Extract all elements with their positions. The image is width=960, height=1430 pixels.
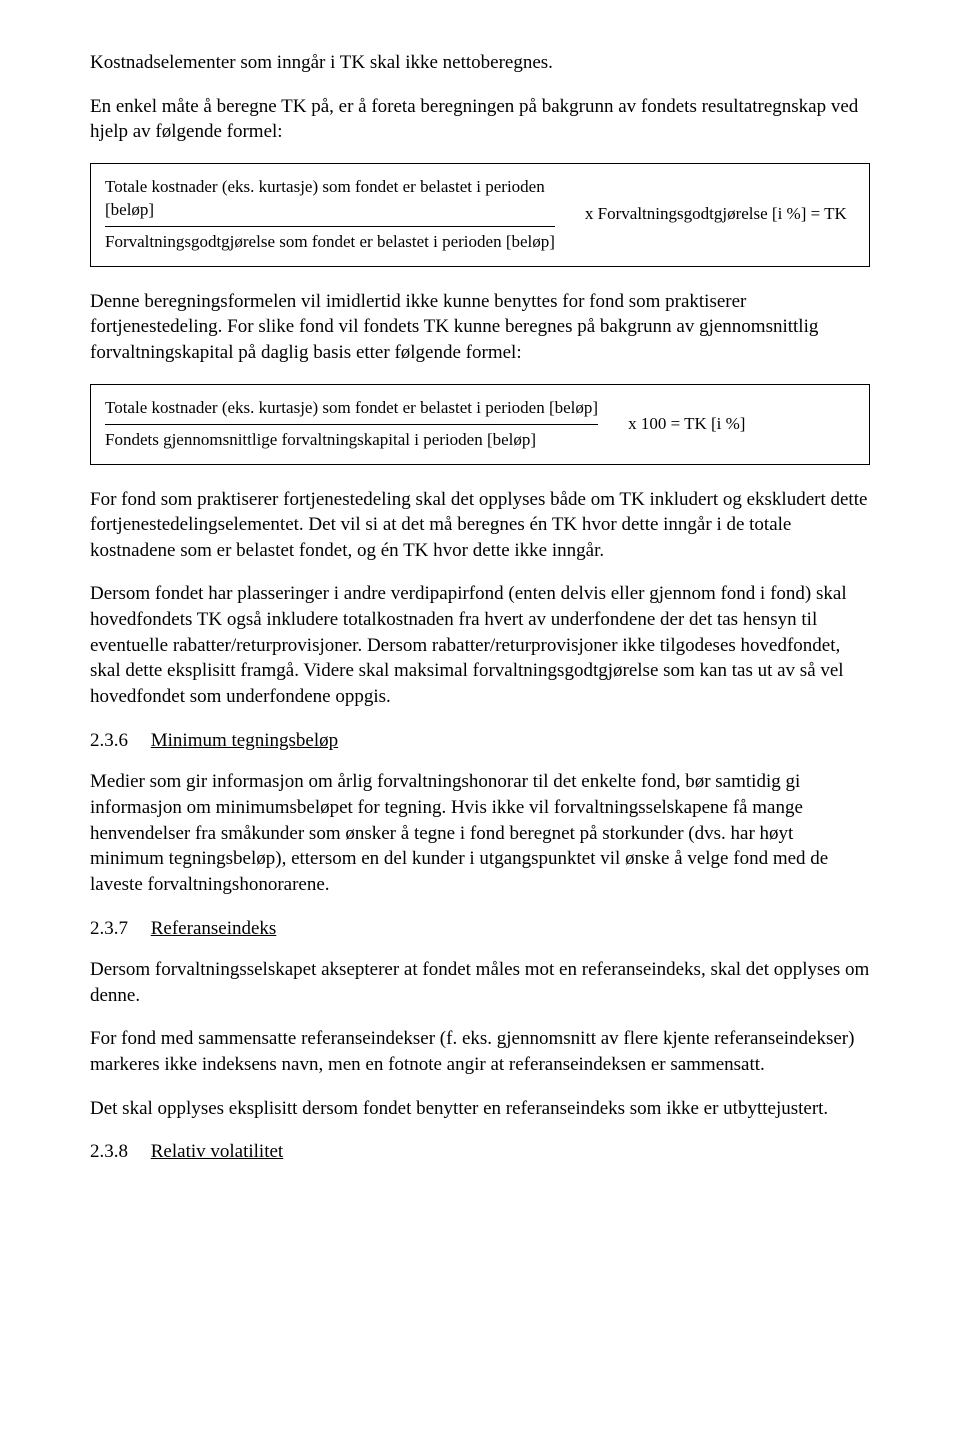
paragraph: Dersom fondet har plasseringer i andre v… bbox=[90, 581, 870, 709]
fraction: Totale kostnader (eks. kurtasje) som fon… bbox=[105, 395, 598, 454]
paragraph: Kostnadselementer som inngår i TK skal i… bbox=[90, 50, 870, 76]
section-heading-236: 2.3.6 Minimum tegningsbeløp bbox=[90, 728, 870, 754]
formula-rhs: x 100 = TK [i %] bbox=[628, 413, 745, 436]
section-heading-238: 2.3.8 Relativ volatilitet bbox=[90, 1139, 870, 1165]
section-title: Referanseindeks bbox=[151, 918, 277, 939]
section-number: 2.3.8 bbox=[90, 1139, 146, 1165]
paragraph: Medier som gir informasjon om årlig forv… bbox=[90, 769, 870, 897]
section-number: 2.3.7 bbox=[90, 916, 146, 942]
numerator: Totale kostnader (eks. kurtasje) som fon… bbox=[105, 395, 598, 424]
section-title: Relativ volatilitet bbox=[151, 1141, 283, 1162]
formula-box-2: Totale kostnader (eks. kurtasje) som fon… bbox=[90, 384, 870, 465]
section-number: 2.3.6 bbox=[90, 728, 146, 754]
paragraph: For fond med sammensatte referanseindeks… bbox=[90, 1026, 870, 1077]
numerator: Totale kostnader (eks. kurtasje) som fon… bbox=[105, 174, 555, 226]
fraction: Totale kostnader (eks. kurtasje) som fon… bbox=[105, 174, 555, 256]
section-heading-237: 2.3.7 Referanseindeks bbox=[90, 916, 870, 942]
denominator: Forvaltningsgodtgjørelse som fondet er b… bbox=[105, 226, 555, 256]
document-page: Kostnadselementer som inngår i TK skal i… bbox=[0, 0, 960, 1430]
numerator-line1: Totale kostnader (eks. kurtasje) som fon… bbox=[105, 177, 545, 196]
denominator: Fondets gjennomsnittlige forvaltningskap… bbox=[105, 424, 598, 454]
paragraph: Denne beregningsformelen vil imidlertid … bbox=[90, 289, 870, 366]
section-title: Minimum tegningsbeløp bbox=[151, 730, 338, 751]
paragraph: Det skal opplyses eksplisitt dersom fond… bbox=[90, 1096, 870, 1122]
paragraph: En enkel måte å beregne TK på, er å fore… bbox=[90, 94, 870, 145]
numerator-line2: [beløp] bbox=[105, 200, 154, 219]
paragraph: Dersom forvaltningsselskapet aksepterer … bbox=[90, 957, 870, 1008]
formula-rhs: x Forvaltningsgodtgjørelse [i %] = TK bbox=[585, 203, 847, 226]
formula-row: Totale kostnader (eks. kurtasje) som fon… bbox=[105, 395, 855, 454]
formula-row: Totale kostnader (eks. kurtasje) som fon… bbox=[105, 174, 855, 256]
paragraph: For fond som praktiserer fortjenestedeli… bbox=[90, 487, 870, 564]
formula-box-1: Totale kostnader (eks. kurtasje) som fon… bbox=[90, 163, 870, 267]
